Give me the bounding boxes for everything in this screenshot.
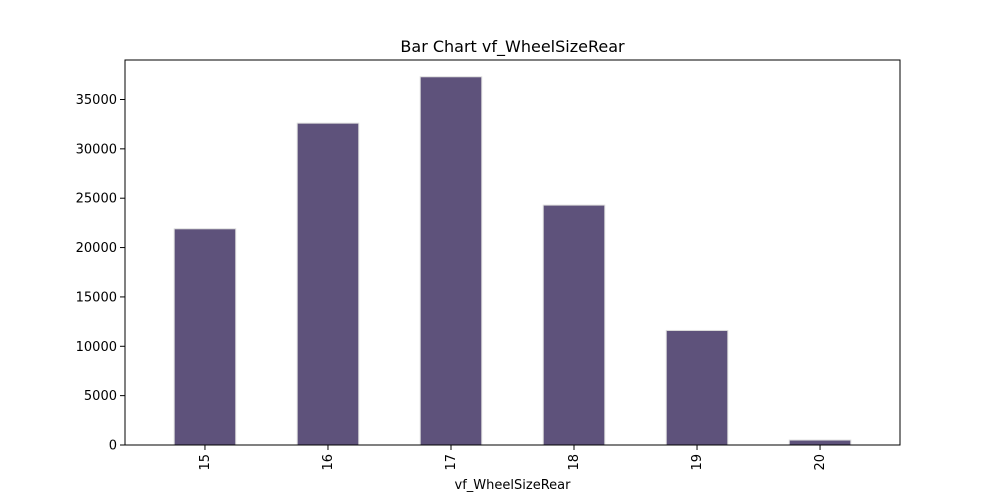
y-tick-label: 5000 <box>84 389 117 404</box>
plot-frame <box>124 59 901 446</box>
y-tick-label: 15000 <box>76 290 117 305</box>
x-axis: 15 16 17 18 19 20 <box>198 445 828 471</box>
x-tick-label: 18 <box>567 454 582 471</box>
x-axis-label: vf_WheelSizeRear <box>455 478 572 493</box>
x-tick-label: 15 <box>198 454 213 471</box>
chart-title: Bar Chart vf_WheelSizeRear <box>400 37 625 57</box>
x-tick-label: 20 <box>813 454 828 471</box>
x-tick-label: 17 <box>444 454 459 471</box>
y-axis: 0 5000 10000 15000 20000 25000 30000 35000 <box>76 93 125 454</box>
y-tick-label: 10000 <box>76 340 117 355</box>
y-tick-label: 30000 <box>76 142 117 157</box>
bar-17 <box>419 76 483 446</box>
bar-18 <box>542 204 606 446</box>
x-tick-label: 19 <box>690 454 705 471</box>
bar-15 <box>173 228 237 446</box>
y-tick-label: 20000 <box>76 241 117 256</box>
bars-layer <box>173 76 852 446</box>
bar-19 <box>665 329 729 446</box>
y-tick-label: 35000 <box>76 93 117 108</box>
bar-16 <box>296 122 360 446</box>
x-tick-label: 16 <box>321 454 336 471</box>
y-tick-label: 0 <box>109 439 117 454</box>
y-tick-label: 25000 <box>76 192 117 207</box>
bar-20 <box>788 439 852 446</box>
